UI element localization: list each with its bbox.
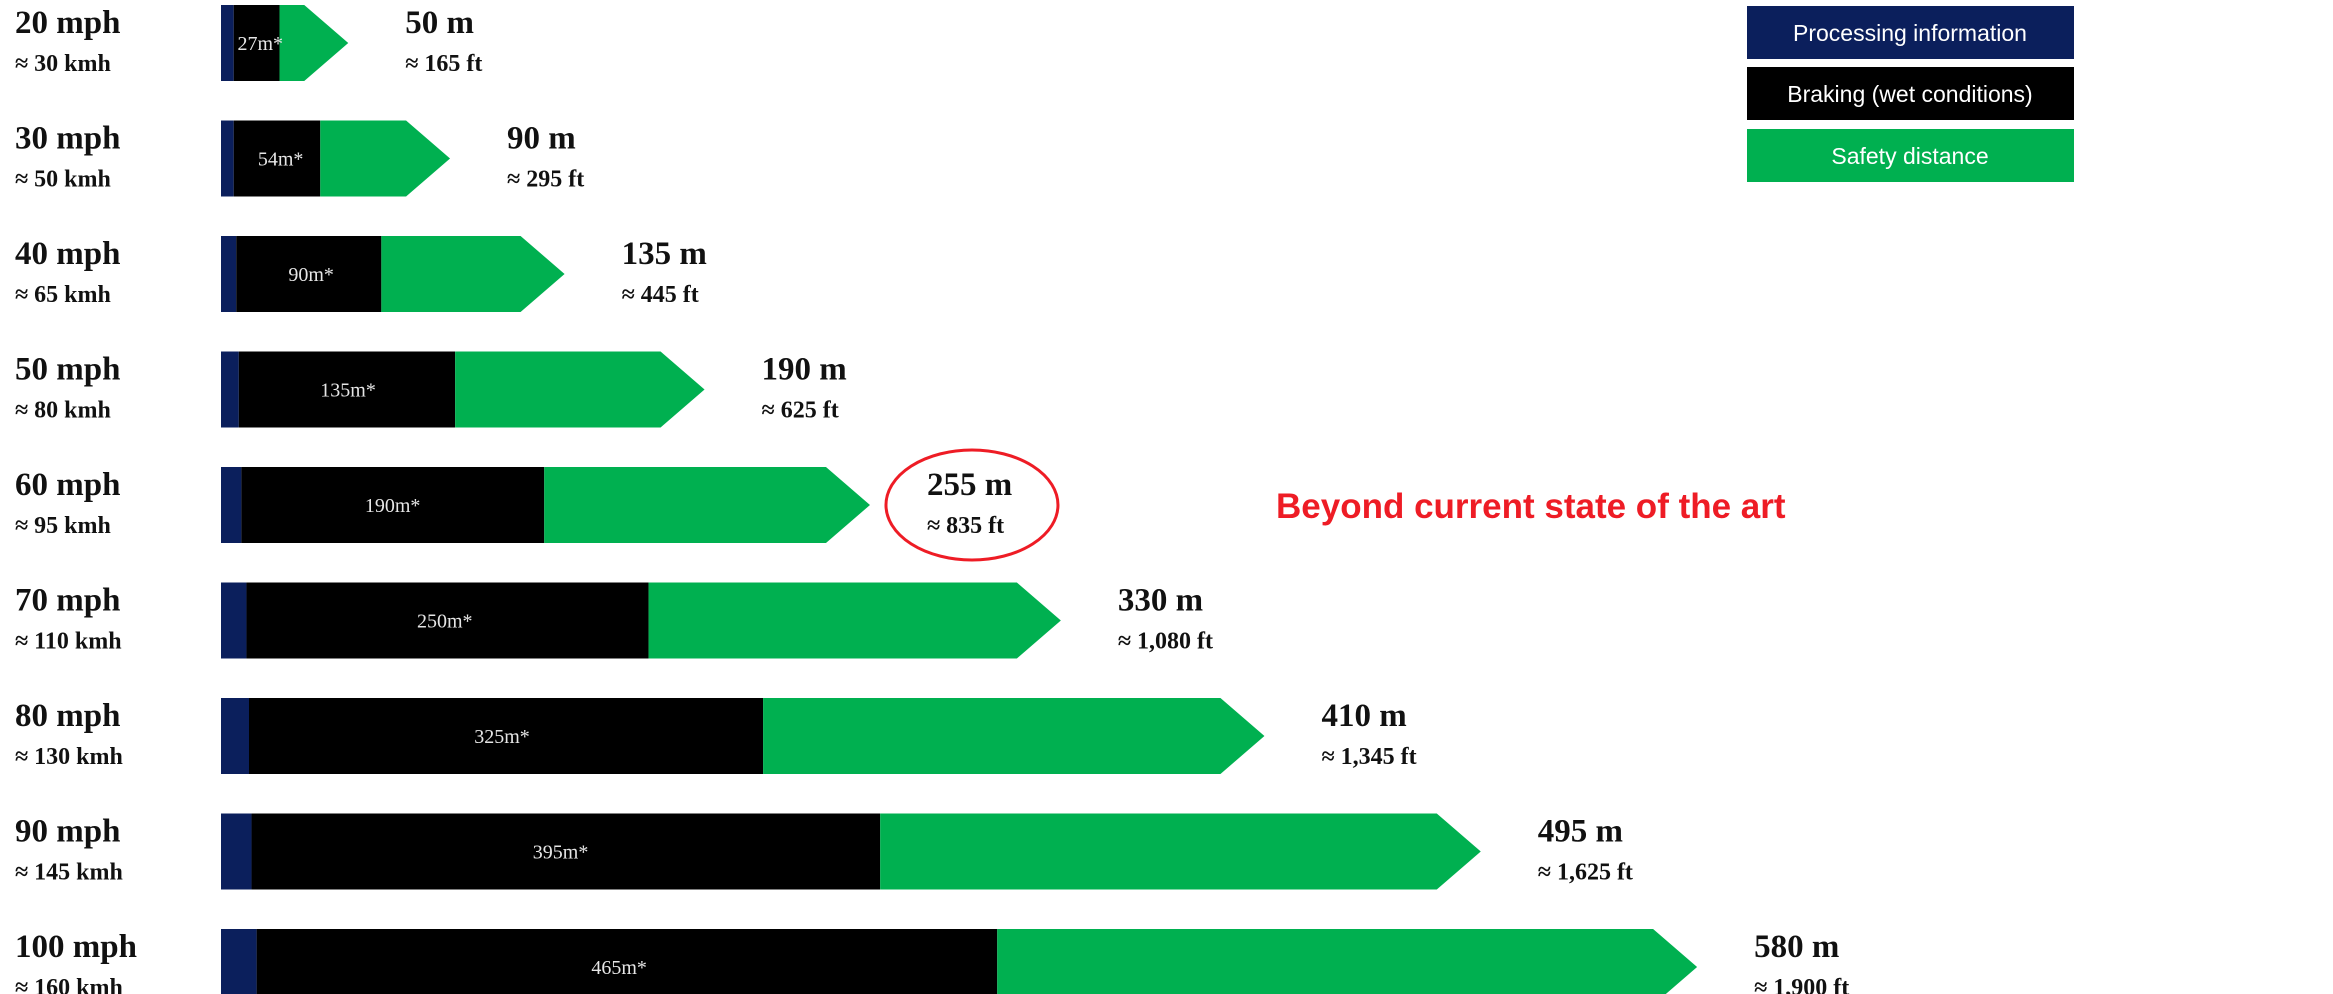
bar-braking [241,467,545,543]
legend-label-processing: Processing information [1793,20,2027,46]
total-distance-label: 135 m [622,236,707,272]
bar-data-label: 54m* [258,149,304,171]
speed-kmh-label: ≈ 30 kmh [15,51,111,77]
total-distance-label: 190 m [762,352,847,388]
total-distance-ft-label: ≈ 165 ft [405,51,482,77]
bar-safety-arrow [544,467,870,543]
total-distance-ft-label: ≈ 295 ft [507,167,584,193]
bar-braking [233,120,321,197]
chart-row: 250m* 70 mph ≈ 110 kmh 330 m ≈ 1,080 ft [15,582,1213,659]
bar-processing [221,351,239,428]
bar-processing [221,467,242,543]
speed-kmh-label: ≈ 80 kmh [15,398,111,424]
total-distance-label: 495 m [1538,814,1623,850]
chart-rows: 27m* 20 mph ≈ 30 kmh 50 m ≈ 165 ft 54m* 30 mph… [15,5,1849,994]
bar-data-label: 395m* [533,842,589,864]
chart-row: 395m* 90 mph ≈ 145 kmh 495 m ≈ 1,625 ft [15,813,1633,890]
bar-processing [221,929,257,994]
bar-braking [248,698,764,774]
legend-item-safety: Safety distance [1747,129,2074,182]
chart-row: 27m* 20 mph ≈ 30 kmh 50 m ≈ 165 ft [15,5,482,81]
speed-mph-label: 70 mph [15,583,120,619]
bar-safety-arrow [880,813,1481,890]
bar-safety-arrow [763,698,1265,774]
speed-kmh-label: ≈ 160 kmh [15,975,123,994]
total-distance-label: 410 m [1321,698,1406,734]
callout-text: Beyond current state of the art [1276,487,1786,526]
legend-swatch-processing [1747,6,2074,59]
chart-row: 190m* 60 mph ≈ 95 kmh 255 m ≈ 835 ft [15,467,1012,543]
speed-kmh-label: ≈ 50 kmh [15,167,111,193]
speed-mph-label: 80 mph [15,698,120,734]
bar-safety-arrow [320,120,451,197]
speed-mph-label: 20 mph [15,5,120,41]
bar-safety-arrow [455,351,705,428]
total-distance-label: 330 m [1118,583,1203,619]
bar-braking [238,351,456,428]
bar-data-label: 190m* [365,495,421,517]
bar-safety-arrow [997,929,1698,994]
bar-processing [221,236,237,312]
bar-processing [221,582,247,659]
bar-safety-arrow [648,582,1061,659]
total-distance-label: 580 m [1754,929,1839,965]
callout-ellipse [884,448,1060,562]
bar-processing [221,5,234,81]
bar-braking [236,236,382,312]
total-distance-ft-label: ≈ 835 ft [927,513,1004,539]
speed-mph-label: 50 mph [15,352,120,388]
speed-kmh-label: ≈ 65 kmh [15,282,111,308]
bar-processing [221,120,234,197]
speed-kmh-label: ≈ 130 kmh [15,744,123,770]
chart-row: 54m* 30 mph ≈ 50 kmh 90 m ≈ 295 ft [15,120,584,197]
legend-label-braking: Braking (wet conditions) [1787,81,2032,107]
chart-row: 90m* 40 mph ≈ 65 kmh 135 m ≈ 445 ft [15,236,707,312]
chart-row: 325m* 80 mph ≈ 130 kmh 410 m ≈ 1,345 ft [15,698,1417,774]
bar-data-label: 27m* [237,33,283,55]
speed-mph-label: 60 mph [15,467,120,503]
bar-braking [246,582,649,659]
legend-swatch-braking [1747,67,2074,120]
bar-data-label: 465m* [591,957,647,979]
total-distance-ft-label: ≈ 1,080 ft [1118,629,1213,655]
total-distance-ft-label: ≈ 1,900 ft [1754,975,1849,994]
speed-mph-label: 100 mph [15,929,137,965]
legend-swatch-safety [1747,129,2074,182]
total-distance-ft-label: ≈ 625 ft [762,398,839,424]
bar-processing [221,813,252,890]
bar-processing [221,698,249,774]
total-distance-label: 255 m [927,467,1012,503]
bar-braking [233,5,280,81]
bar-data-label: 135m* [320,380,376,402]
total-distance-label: 50 m [405,5,474,41]
total-distance-ft-label: ≈ 1,345 ft [1321,744,1416,770]
legend-item-processing: Processing information [1747,6,2074,59]
bar-data-label: 250m* [417,611,473,633]
speed-kmh-label: ≈ 95 kmh [15,513,111,539]
speed-mph-label: 30 mph [15,121,120,157]
speed-kmh-label: ≈ 110 kmh [15,629,122,655]
total-distance-ft-label: ≈ 445 ft [622,282,699,308]
bar-safety-arrow [279,5,349,81]
bar-data-label: 90m* [288,264,334,286]
speed-mph-label: 90 mph [15,814,120,850]
chart-row: 135m* 50 mph ≈ 80 kmh 190 m ≈ 625 ft [15,351,847,428]
speed-kmh-label: ≈ 145 kmh [15,860,123,886]
callout: Beyond current state of the art [884,448,1786,562]
total-distance-label: 90 m [507,121,576,157]
chart-row: 465m* 100 mph ≈ 160 kmh 580 m ≈ 1,900 ft [15,929,1849,994]
bar-braking [256,929,998,994]
legend: Processing information Braking (wet cond… [1747,6,2074,182]
speed-mph-label: 40 mph [15,236,120,272]
bar-data-label: 325m* [474,726,530,748]
legend-label-safety: Safety distance [1831,143,1988,169]
legend-item-braking: Braking (wet conditions) [1747,67,2074,120]
bar-braking [251,813,881,890]
total-distance-ft-label: ≈ 1,625 ft [1538,860,1633,886]
bar-safety-arrow [381,236,565,312]
